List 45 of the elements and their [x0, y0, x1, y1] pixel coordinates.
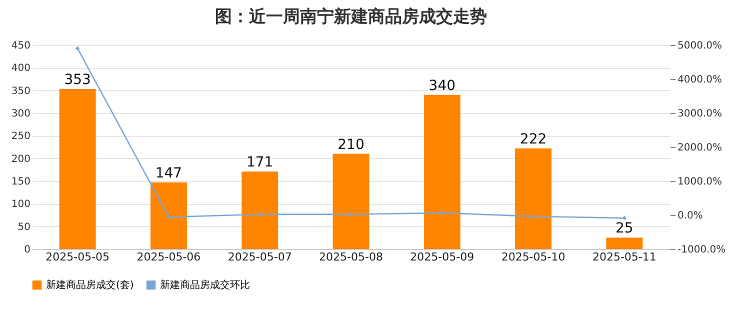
data-label: 222 — [520, 131, 547, 148]
chart-title: 图：近一周南宁新建商品房成交走势 — [215, 7, 487, 27]
y-tick-label: 250 — [11, 131, 30, 142]
x-tick-label: 2025-05-09 — [410, 250, 474, 264]
x-tick-label: 2025-05-06 — [136, 250, 201, 264]
y2-tick-label: 5000.0% — [678, 40, 722, 52]
point — [531, 214, 536, 218]
y-tick-label: 150 — [11, 176, 30, 188]
y-tick-label: 300 — [11, 108, 30, 120]
legend-label: 新建商品房成交环比 — [160, 279, 250, 292]
point — [440, 210, 444, 216]
x-tick-label: 2025-05-07 — [228, 250, 292, 264]
y2-tick-label: 2000.0% — [678, 142, 722, 154]
point — [75, 46, 80, 51]
data-label: 171 — [246, 154, 274, 170]
y-tick-label: 50 — [18, 222, 30, 233]
data-label: 340 — [428, 78, 456, 94]
data-label: 353 — [64, 72, 91, 88]
x-tick-label: 2025-05-10 — [501, 250, 566, 264]
data-label: 147 — [155, 165, 182, 182]
x-tick-label: 2025-05-05 — [46, 250, 110, 264]
x-tick-label: 2025-05-08 — [319, 250, 383, 264]
bar — [606, 238, 643, 249]
bar — [242, 171, 278, 249]
bar — [515, 148, 552, 249]
y2-tick-label: 1000.0% — [678, 176, 722, 188]
bar — [59, 88, 96, 249]
y2-tick-label: -1000.0% — [678, 244, 726, 256]
y2-tick-label: 4000.0% — [678, 74, 722, 86]
y-tick-label: 450 — [11, 40, 30, 52]
legend-label: 新建商品房成交(套) — [46, 279, 134, 292]
y2-tick-label: 3000.0% — [678, 108, 722, 120]
y2-tick-label: 0.0% — [678, 210, 703, 222]
bar — [150, 182, 187, 249]
x-tick-label: 2025-05-11 — [592, 250, 656, 264]
bar — [332, 154, 370, 249]
y-tick-label: 400 — [11, 63, 30, 74]
bar — [424, 94, 460, 249]
y-tick-label: 350 — [11, 86, 30, 97]
data-label: 25 — [616, 220, 634, 237]
y-tick-label: 0 — [24, 244, 30, 256]
y-tick-label: 200 — [11, 154, 30, 165]
y-tick-label: 100 — [11, 199, 30, 210]
point — [258, 212, 262, 216]
data-label: 210 — [338, 136, 364, 153]
